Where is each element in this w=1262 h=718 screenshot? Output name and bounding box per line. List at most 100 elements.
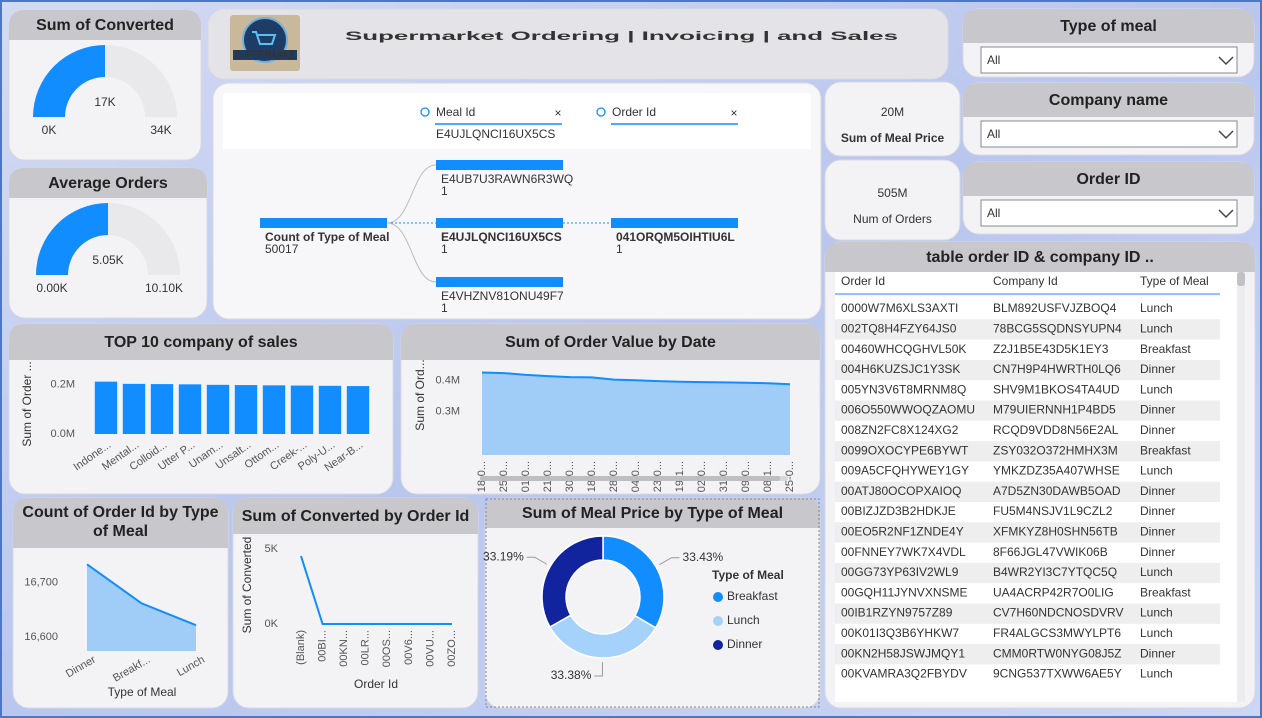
table-cell: 00GQH11JYNVXNSME: [841, 585, 968, 599]
legend-label: Breakfast: [727, 589, 778, 603]
panel-title: Type of meal: [1060, 18, 1157, 35]
tree-bar: [260, 218, 387, 228]
bar: [290, 385, 314, 434]
node-label: E4VHZNV81ONU49F7: [441, 289, 564, 303]
selection-frame: [485, 498, 820, 708]
panel-header: [9, 168, 207, 198]
tree-bar: [611, 218, 738, 228]
y-tick-label: 5K: [265, 543, 279, 555]
node-value: 1: [441, 184, 448, 198]
bar: [178, 384, 202, 434]
legend-label: Dinner: [727, 637, 762, 651]
panel-header: [401, 324, 820, 360]
table-cell: 00IB1RZYN9757Z89: [841, 606, 953, 620]
legend-marker: [713, 640, 723, 650]
table-cell: Dinner: [1140, 362, 1175, 376]
table-scroll-thumb: [1237, 272, 1245, 286]
node-label: E4UB7U3RAWN6R3WQ: [441, 172, 573, 186]
table-cell: Dinner: [1140, 524, 1175, 538]
column-header: Type of Meal: [1140, 274, 1209, 288]
gauge-label: 5.05K: [92, 253, 123, 267]
table-cell: Lunch: [1140, 301, 1173, 315]
table-cell: 00KVAMRA3Q2FBYDV: [841, 667, 967, 681]
node-value: 50017: [265, 242, 299, 256]
table-cell: CV7H60NDCNOSDVRV: [993, 606, 1123, 620]
y-tick-label: 0.0M: [51, 428, 75, 440]
y-tick-label: 0.4M: [436, 374, 460, 386]
bar: [122, 383, 146, 434]
line: [86, 563, 197, 627]
dropdown[interactable]: [980, 199, 1238, 227]
table-cell: Lunch: [1140, 565, 1173, 579]
panel-header: [9, 324, 393, 360]
panel-title: Count of Order Id by Type of Meal: [22, 504, 219, 540]
node-label: 041ORQM5OIHTIU6L: [616, 230, 735, 244]
dropdown-value: All: [987, 206, 1000, 220]
bar: [150, 384, 174, 434]
bar: [234, 385, 258, 434]
x-axis-label: Type of Meal: [108, 685, 177, 699]
y-tick-label: 0K: [265, 618, 279, 630]
x-tick-label: 00VU...: [424, 630, 436, 667]
panel-title: Sum of Converted by Order Id: [242, 508, 470, 525]
gauge-max: 10.10K: [145, 281, 183, 295]
filter-bar: [223, 93, 811, 149]
dropdown[interactable]: [980, 120, 1238, 148]
panel-header: [233, 498, 478, 534]
tree-bar: [436, 160, 563, 170]
y-axis-label: Sum of Order ...: [20, 361, 34, 446]
column-header: Company Id: [993, 274, 1058, 288]
node-label: E4UJLQNCI16UX5CS: [441, 230, 562, 244]
panel-title: Sum of Order Value by Date: [505, 334, 716, 351]
panel-title: Average Orders: [48, 175, 168, 192]
table-cell: 00KN2H58JSWJMQY1: [841, 646, 965, 660]
connector: [386, 222, 437, 283]
table-cell: A7D5ZN30DAWB5OAD: [993, 484, 1121, 498]
x-tick-label: 00KN...: [338, 630, 350, 667]
table-cell: 9CNG537TXWW6AE5Y: [993, 667, 1122, 681]
bulb-icon: [420, 107, 430, 117]
node-label: Count of Type of Meal: [265, 230, 389, 244]
panel-header: [963, 9, 1254, 43]
row-stripe: [835, 522, 1220, 543]
table-cell: Breakfast: [1140, 342, 1191, 356]
line: [300, 555, 452, 625]
dropdown-value: All: [987, 53, 1000, 67]
table-cell: UA4ACRP42R7O0LIG: [993, 585, 1114, 599]
legend-label: Lunch: [727, 613, 760, 627]
legend-marker: [713, 616, 723, 626]
bar: [346, 386, 370, 434]
table-cell: BLM892USFVJZBOQ4: [993, 301, 1117, 315]
panel-title: Sum of Converted: [36, 17, 174, 34]
table-cell: 00GG73YP63IV2WL9: [841, 565, 959, 579]
table-cell: Lunch: [1140, 626, 1173, 640]
table-cell: M79UIERNNH1P4BD5: [993, 403, 1116, 417]
table-cell: FU5M4NSJV1L9CZL2: [993, 504, 1113, 518]
table-cell: Dinner: [1140, 504, 1175, 518]
x-tick-label: 00OS...: [381, 630, 393, 667]
bar: [94, 381, 118, 434]
table-cell: 004H6KUZSJC1Y3SK: [841, 362, 960, 376]
dropdown[interactable]: [980, 46, 1238, 74]
node-value: 1: [441, 242, 448, 256]
panel-header: [485, 498, 820, 528]
gauge-label: 17K: [94, 95, 115, 109]
table-cell: 00460WHCQGHVL50K: [841, 342, 966, 356]
leader: [594, 661, 604, 677]
x-tick-label: 00V6...: [403, 630, 415, 665]
table-cell: 0000W7M6XLS3AXTI: [841, 301, 958, 315]
close-x: ×: [730, 106, 737, 120]
table-cell: 009A5CFQHYWEY1GY: [841, 464, 969, 478]
table-cell: XFMKYZ8H0SHN56TB: [993, 524, 1118, 538]
bar: [318, 385, 342, 434]
node-value: 1: [616, 242, 623, 256]
panel-header: [963, 162, 1254, 196]
table-cell: 005YN3V6T8MRNM8Q: [841, 382, 966, 396]
table-cell: Lunch: [1140, 321, 1173, 335]
line: [481, 371, 791, 386]
legend-marker: [713, 592, 723, 602]
table-cell: 00ATJ80OCOPXAIOQ: [841, 484, 962, 498]
row-stripe: [835, 400, 1220, 421]
table-cell: 008ZN2FC8X124XG2: [841, 423, 959, 437]
